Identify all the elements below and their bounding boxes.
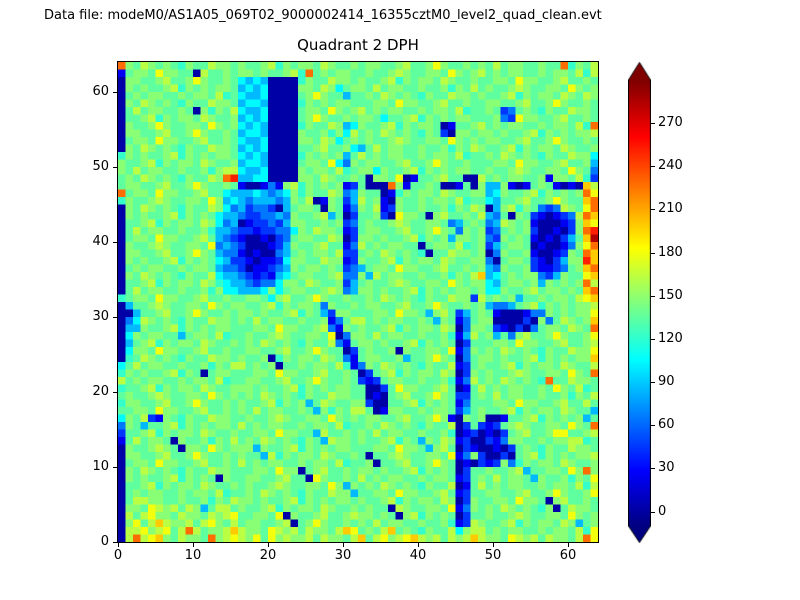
x-axis-tick [568, 543, 569, 547]
x-tick-label: 20 [259, 548, 277, 563]
y-axis-tick [113, 467, 117, 468]
y-tick-label: 30 [92, 309, 109, 324]
y-tick-label: 60 [92, 84, 109, 99]
heatmap-canvas [118, 62, 598, 542]
y-axis-tick [113, 317, 117, 318]
colorbar-canvas [628, 62, 651, 543]
colorbar-tick-label: 270 [658, 115, 683, 130]
colorbar-tick-label: 240 [658, 158, 683, 173]
x-tick-label: 10 [184, 548, 202, 563]
plot-frame [117, 61, 599, 543]
y-axis-tick [113, 167, 117, 168]
y-tick-label: 50 [92, 159, 109, 174]
colorbar-tick [651, 425, 655, 426]
y-axis-tick [113, 242, 117, 243]
colorbar-tick-label: 90 [658, 374, 675, 389]
colorbar-tick-label: 60 [658, 417, 675, 432]
colorbar-tick-label: 180 [658, 245, 683, 260]
colorbar-tick-label: 30 [658, 460, 675, 475]
x-tick-label: 40 [409, 548, 427, 563]
x-axis-tick [418, 543, 419, 547]
colorbar-tick [651, 512, 655, 513]
x-tick-label: 50 [484, 548, 502, 563]
colorbar-tick [651, 296, 655, 297]
x-axis-tick [193, 543, 194, 547]
colorbar-tick-label: 120 [658, 331, 683, 346]
y-tick-label: 20 [92, 384, 109, 399]
y-axis-tick [113, 92, 117, 93]
x-axis-tick [343, 543, 344, 547]
colorbar-tick-label: 210 [658, 201, 683, 216]
x-tick-label: 30 [334, 548, 352, 563]
y-axis-tick [113, 542, 117, 543]
colorbar-tick [651, 166, 655, 167]
y-tick-label: 0 [100, 534, 109, 549]
colorbar-tick [651, 382, 655, 383]
colorbar-tick [651, 468, 655, 469]
data-file-label: Data file: modeM0/AS1A05_069T02_90000024… [44, 8, 602, 23]
colorbar-tick [651, 253, 655, 254]
x-tick-label: 60 [559, 548, 577, 563]
x-axis-tick [268, 543, 269, 547]
colorbar-tick [651, 339, 655, 340]
colorbar-tick [651, 209, 655, 210]
colorbar-tick [651, 123, 655, 124]
colorbar-tick-label: 150 [658, 288, 683, 303]
y-axis-tick [113, 392, 117, 393]
y-tick-label: 10 [92, 459, 109, 474]
colorbar-tick-label: 0 [658, 504, 667, 519]
y-tick-label: 40 [92, 234, 109, 249]
x-tick-label: 0 [113, 548, 123, 563]
x-axis-tick [118, 543, 119, 547]
x-axis-tick [493, 543, 494, 547]
plot-title: Quadrant 2 DPH [297, 36, 419, 54]
